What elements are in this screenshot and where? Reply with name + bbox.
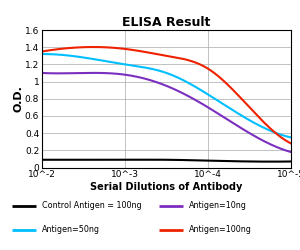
Text: Antigen=10ng: Antigen=10ng bbox=[189, 201, 247, 210]
Text: Antigen=50ng: Antigen=50ng bbox=[42, 225, 100, 234]
X-axis label: Serial Dilutions of Antibody: Serial Dilutions of Antibody bbox=[90, 182, 243, 192]
Y-axis label: O.D.: O.D. bbox=[14, 85, 23, 112]
Text: Control Antigen = 100ng: Control Antigen = 100ng bbox=[42, 201, 142, 210]
Title: ELISA Result: ELISA Result bbox=[122, 16, 211, 29]
Text: Antigen=100ng: Antigen=100ng bbox=[189, 225, 252, 234]
